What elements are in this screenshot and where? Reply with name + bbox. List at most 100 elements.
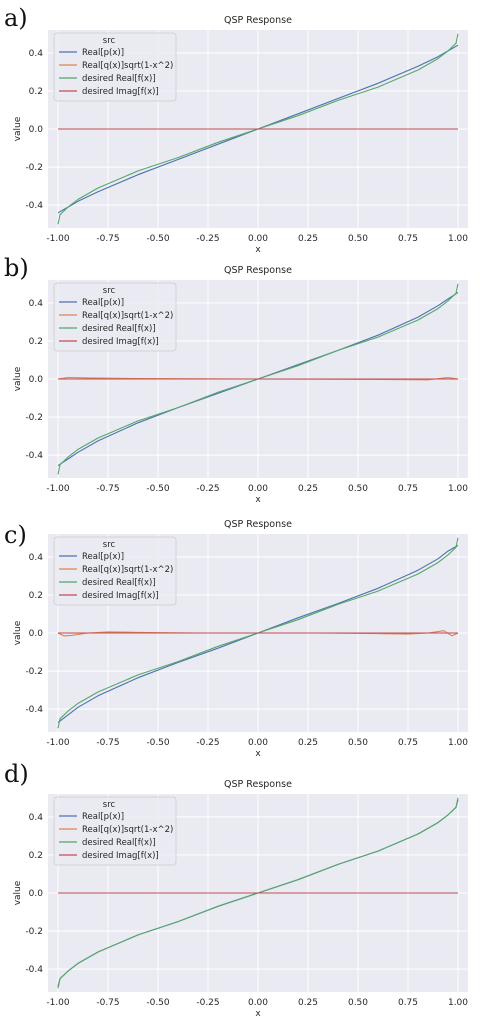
x-tick-label: 0.50	[348, 484, 368, 494]
x-tick-label: 0.25	[298, 738, 318, 748]
y-tick-label: -0.4	[25, 451, 43, 461]
legend-entry: desired Imag[f(x)]	[82, 337, 159, 347]
x-axis-label: x	[255, 245, 261, 255]
x-tick-label: 1.00	[448, 998, 468, 1008]
x-tick-label: 0.50	[348, 738, 368, 748]
y-axis-label: value	[13, 116, 23, 141]
x-tick-label: 0.50	[348, 234, 368, 244]
x-tick-label: 0.25	[298, 998, 318, 1008]
x-tick-label: -0.25	[196, 738, 219, 748]
y-tick-label: 0.4	[29, 813, 44, 823]
legend-entry: Real[p(x)]	[82, 552, 124, 562]
x-tick-label: -0.50	[146, 998, 170, 1008]
y-tick-label: 0.4	[29, 299, 44, 309]
x-tick-label: -0.25	[196, 234, 219, 244]
panel-c: c) -1.00 -0.75 -0.50 -0.25 0.00 0.25 0.50 0.75 1…	[0, 504, 480, 759]
x-tick-label: 1.00	[448, 484, 468, 494]
x-tick-label: -0.50	[146, 234, 170, 244]
y-tick-label: 0.0	[29, 375, 44, 385]
chart-title: QSP Response	[224, 519, 292, 530]
panel-d: d) -1.00 -0.75 -0.50 -0.25 0.00 0.25 0.50 0.75 1…	[0, 760, 480, 1019]
panel-label: b)	[4, 254, 29, 282]
panel-a: a) -1.00 -0.75 -0.50 -0.25 0.00 0.25 0.50 0.75 1…	[0, 0, 480, 255]
x-tick-label: 0.75	[398, 484, 418, 494]
x-tick-label: -1.00	[46, 234, 70, 244]
chart-b: -1.00 -0.75 -0.50 -0.25 0.00 0.25 0.50 0.75 1.00…	[13, 265, 468, 505]
x-tick-label: -0.25	[196, 484, 219, 494]
legend-box	[53, 536, 177, 606]
legend-entry: desired Imag[f(x)]	[82, 851, 159, 861]
y-tick-label: 0.4	[29, 553, 44, 563]
legend-entry: desired Real[f(x)]	[82, 838, 156, 848]
legend-title: src	[103, 36, 116, 46]
y-tick-label: -0.2	[25, 667, 43, 677]
x-tick-label: 0.50	[348, 998, 368, 1008]
x-tick-label: -0.50	[146, 484, 170, 494]
x-tick-label: -1.00	[46, 998, 70, 1008]
y-axis-label: value	[13, 620, 23, 645]
legend-box	[53, 32, 177, 102]
y-tick-label: 0.0	[29, 629, 44, 639]
legend-entry: Real[q(x)]sqrt(1-x^2)	[82, 61, 173, 71]
x-tick-label: 0.75	[398, 234, 418, 244]
x-tick-label: 0.00	[248, 738, 268, 748]
panel-label: c)	[4, 521, 27, 549]
y-tick-label: -0.4	[25, 201, 43, 211]
y-tick-label: -0.2	[25, 163, 43, 173]
x-tick-label: -0.25	[196, 998, 219, 1008]
legend-entry: Real[q(x)]sqrt(1-x^2)	[82, 565, 173, 575]
legend-title: src	[103, 540, 116, 550]
legend-entry: Real[p(x)]	[82, 48, 124, 58]
legend-entry: desired Real[f(x)]	[82, 74, 156, 84]
x-tick-label: 0.00	[248, 998, 268, 1008]
legend-entry: desired Imag[f(x)]	[82, 87, 159, 97]
x-tick-label: 0.75	[398, 738, 418, 748]
y-axis-label: value	[13, 366, 23, 391]
legend-entry: desired Real[f(x)]	[82, 324, 156, 334]
x-tick-label: 0.25	[298, 484, 318, 494]
x-tick-label: 1.00	[448, 738, 468, 748]
chart-c: -1.00 -0.75 -0.50 -0.25 0.00 0.25 0.50 0.75 1.00…	[13, 519, 468, 759]
x-tick-label: -1.00	[46, 738, 70, 748]
panel-b: b) -1.00 -0.75 -0.50 -0.25 0.00 0.25 0.50 0.75 1…	[0, 250, 480, 505]
x-axis-label: x	[255, 749, 261, 759]
x-tick-label: -0.75	[96, 234, 119, 244]
chart-a: -1.00 -0.75 -0.50 -0.25 0.00 0.25 0.50 0.75 1.00…	[13, 15, 468, 255]
legend-entry: Real[q(x)]sqrt(1-x^2)	[82, 311, 173, 321]
legend-title: src	[103, 800, 116, 810]
y-tick-label: 0.2	[29, 87, 43, 97]
x-axis-label: x	[255, 495, 261, 505]
panel-label: d)	[4, 760, 29, 788]
x-tick-label: 0.25	[298, 234, 318, 244]
y-axis-label: value	[13, 880, 23, 905]
y-tick-label: -0.4	[25, 965, 43, 975]
x-tick-label: 0.75	[398, 998, 418, 1008]
y-tick-label: -0.2	[25, 927, 43, 937]
legend-box	[53, 796, 177, 866]
panel-label: a)	[4, 4, 28, 32]
y-tick-label: 0.0	[29, 889, 44, 899]
y-tick-label: 0.0	[29, 125, 44, 135]
legend-entry: Real[p(x)]	[82, 812, 124, 822]
y-tick-label: 0.2	[29, 591, 43, 601]
x-axis-label: x	[255, 1009, 261, 1019]
chart-d: -1.00 -0.75 -0.50 -0.25 0.00 0.25 0.50 0.75 1.00…	[13, 779, 468, 1019]
x-tick-label: -0.75	[96, 998, 119, 1008]
y-tick-label: -0.4	[25, 705, 43, 715]
chart-title: QSP Response	[224, 15, 292, 26]
legend-entry: Real[p(x)]	[82, 298, 124, 308]
chart-title: QSP Response	[224, 265, 292, 276]
y-tick-label: 0.2	[29, 337, 43, 347]
legend-entry: desired Real[f(x)]	[82, 578, 156, 588]
x-tick-label: 1.00	[448, 234, 468, 244]
x-tick-label: -1.00	[46, 484, 70, 494]
x-tick-label: 0.00	[248, 484, 268, 494]
legend-entry: desired Imag[f(x)]	[82, 591, 159, 601]
chart-title: QSP Response	[224, 779, 292, 790]
x-tick-label: 0.00	[248, 234, 268, 244]
y-tick-label: -0.2	[25, 413, 43, 423]
y-tick-label: 0.2	[29, 851, 43, 861]
x-tick-label: -0.75	[96, 738, 119, 748]
x-tick-label: -0.50	[146, 738, 170, 748]
legend-box	[53, 282, 177, 352]
